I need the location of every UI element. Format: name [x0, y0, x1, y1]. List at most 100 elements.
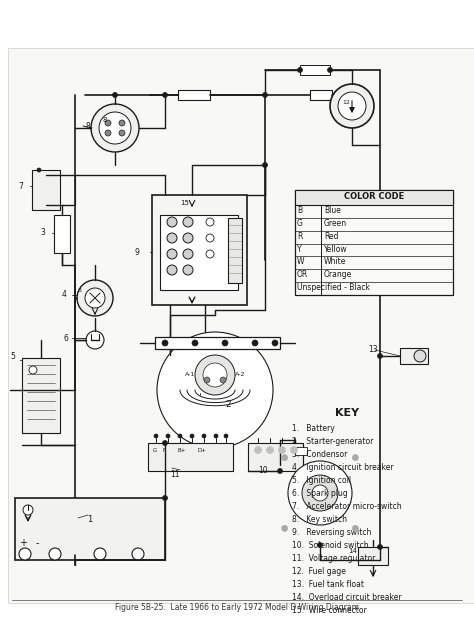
Text: 3: 3: [78, 288, 82, 293]
Circle shape: [279, 447, 285, 454]
Bar: [228, 218, 242, 283]
Circle shape: [282, 525, 288, 532]
Text: Unspecified - Black: Unspecified - Black: [297, 283, 370, 292]
Circle shape: [263, 92, 267, 97]
Circle shape: [192, 340, 198, 346]
Circle shape: [132, 548, 144, 560]
Text: KEY: KEY: [335, 408, 359, 418]
Circle shape: [268, 441, 372, 545]
Text: White: White: [324, 257, 346, 267]
Circle shape: [166, 434, 170, 438]
Bar: [155, 337, 280, 349]
Text: 9.   Reversing switch: 9. Reversing switch: [292, 528, 371, 537]
Text: F: F: [163, 448, 166, 453]
Circle shape: [206, 234, 214, 242]
Circle shape: [224, 434, 228, 438]
Text: B+: B+: [178, 448, 186, 453]
Circle shape: [255, 447, 262, 454]
Circle shape: [183, 265, 193, 275]
Circle shape: [277, 469, 283, 474]
Circle shape: [190, 434, 194, 438]
Circle shape: [183, 249, 193, 259]
Circle shape: [206, 218, 214, 226]
Circle shape: [414, 350, 426, 362]
Text: 3: 3: [40, 228, 45, 237]
Circle shape: [272, 340, 278, 346]
Circle shape: [77, 280, 113, 316]
Circle shape: [19, 548, 31, 560]
Text: 6: 6: [64, 334, 69, 343]
Circle shape: [162, 340, 168, 346]
Text: G: G: [297, 219, 303, 228]
Circle shape: [312, 485, 328, 501]
Circle shape: [214, 434, 218, 438]
Bar: [152, 195, 247, 305]
Circle shape: [178, 434, 182, 438]
Bar: [400, 348, 428, 364]
Circle shape: [119, 130, 125, 136]
Text: 8: 8: [86, 122, 91, 131]
Text: COLOR CODE: COLOR CODE: [344, 192, 404, 201]
Text: 2.   Starter-generator: 2. Starter-generator: [292, 437, 374, 446]
Text: 4: 4: [62, 290, 67, 299]
Text: Red: Red: [324, 231, 338, 241]
Circle shape: [183, 233, 193, 243]
Circle shape: [105, 120, 111, 126]
Circle shape: [282, 455, 288, 460]
Text: Y: Y: [297, 245, 301, 253]
Text: 15.  Wire connector: 15. Wire connector: [292, 606, 367, 615]
Circle shape: [49, 548, 61, 560]
Text: 9: 9: [135, 248, 140, 257]
Circle shape: [352, 525, 358, 532]
Circle shape: [23, 505, 33, 515]
Text: 15: 15: [181, 200, 190, 206]
Circle shape: [298, 67, 302, 72]
Text: 13: 13: [368, 345, 378, 354]
Circle shape: [163, 440, 167, 445]
Circle shape: [167, 265, 177, 275]
Circle shape: [167, 249, 177, 259]
Text: Figure 5B-25.  Late 1966 to Early 1972 Model D Wiring Diagram: Figure 5B-25. Late 1966 to Early 1972 Mo…: [115, 603, 359, 612]
Circle shape: [204, 377, 210, 383]
Text: 12.  Fuel gage: 12. Fuel gage: [292, 567, 346, 576]
Text: 2: 2: [225, 400, 231, 409]
Circle shape: [37, 168, 41, 172]
Circle shape: [167, 217, 177, 227]
Text: 3.   Condensor: 3. Condensor: [292, 450, 347, 459]
Circle shape: [352, 455, 358, 460]
Circle shape: [105, 130, 111, 136]
Text: Orange: Orange: [324, 270, 352, 279]
Text: 8: 8: [103, 117, 107, 123]
Text: Yellow: Yellow: [324, 245, 347, 253]
Text: W: W: [297, 257, 304, 267]
Text: R: R: [297, 231, 302, 241]
Bar: [148, 443, 233, 471]
Circle shape: [291, 447, 298, 454]
Text: Green: Green: [324, 219, 347, 228]
Bar: [8, 48, 474, 603]
Text: 1.   Battery: 1. Battery: [292, 424, 335, 433]
Circle shape: [86, 331, 104, 349]
Bar: [160, 215, 238, 290]
Text: G: G: [153, 448, 157, 453]
Circle shape: [220, 377, 226, 383]
Circle shape: [263, 162, 267, 167]
Bar: [295, 447, 307, 455]
Text: 10.  Solenoid switch: 10. Solenoid switch: [292, 541, 369, 550]
Text: 8.   Key switch: 8. Key switch: [292, 515, 347, 524]
Circle shape: [157, 332, 273, 448]
Text: OR: OR: [297, 270, 308, 279]
Circle shape: [167, 233, 177, 243]
Text: D+: D+: [198, 448, 207, 453]
Text: 10: 10: [258, 466, 268, 475]
Circle shape: [91, 104, 139, 152]
Text: 14.  Overload circuit breaker: 14. Overload circuit breaker: [292, 593, 401, 602]
Text: +: +: [19, 538, 27, 548]
Text: 1: 1: [87, 515, 92, 524]
Text: A-2: A-2: [235, 372, 245, 377]
Circle shape: [222, 340, 228, 346]
Circle shape: [302, 475, 338, 511]
Bar: [54, 215, 70, 253]
Circle shape: [288, 461, 352, 525]
Bar: [358, 547, 388, 565]
